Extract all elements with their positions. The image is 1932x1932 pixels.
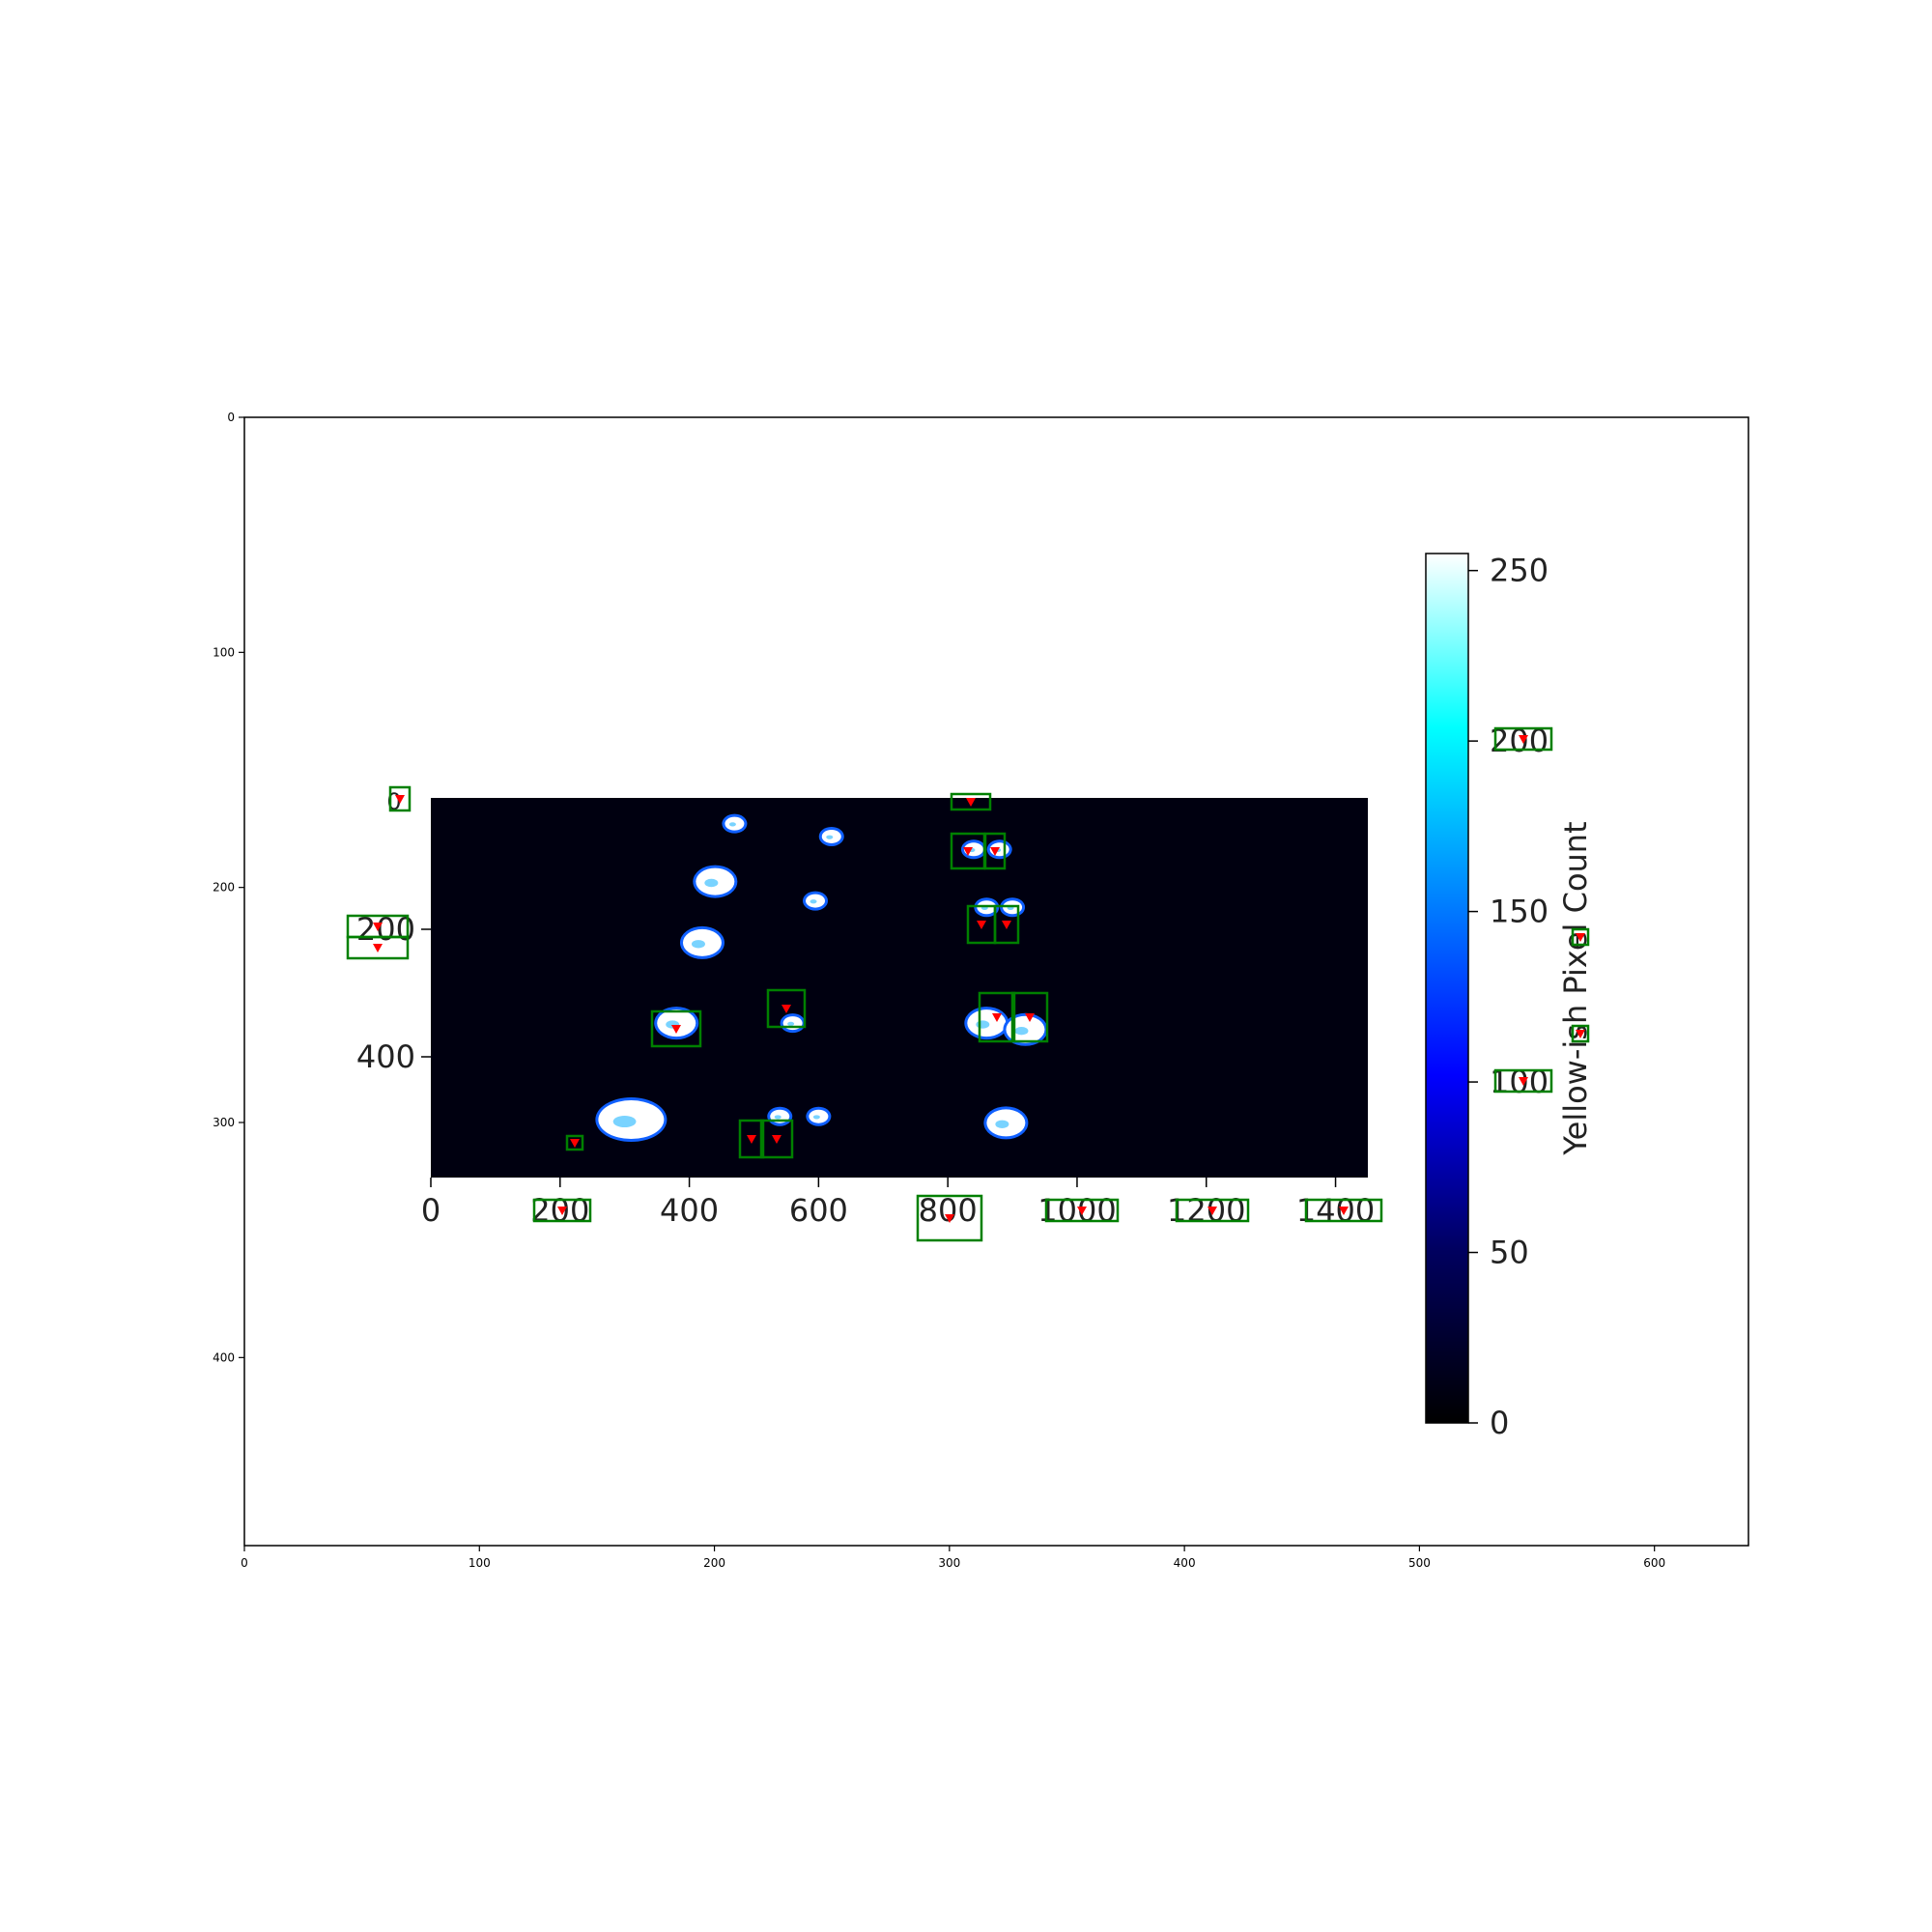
- outer-x-tick-label: 100: [469, 1556, 491, 1570]
- annotation-box: [1493, 726, 1553, 752]
- annotation-box: [1010, 991, 1049, 1043]
- annotation-box: [1571, 927, 1590, 947]
- inner-x-tick-label: 600: [789, 1192, 848, 1229]
- blob-core: [691, 940, 705, 949]
- annotation-box: [1044, 1198, 1120, 1223]
- annotation-box: [993, 904, 1020, 945]
- annotation-box: [1175, 1198, 1250, 1223]
- annotation-marker: [1002, 921, 1011, 929]
- blob-core: [612, 1116, 637, 1128]
- annotation-marker: [570, 1139, 580, 1148]
- inner-heatmap-image: [431, 798, 1368, 1178]
- annotation-marker: [557, 1207, 567, 1215]
- annotation-marker: [992, 1013, 1002, 1022]
- colorbar: [1425, 553, 1469, 1424]
- annotation-box: [1571, 1024, 1590, 1043]
- outer-x-tick-label: 600: [1643, 1556, 1665, 1570]
- colorbar-tick-label: 250: [1490, 553, 1548, 589]
- outer-x-tick-label: 0: [241, 1556, 248, 1570]
- annotation-marker: [781, 1005, 791, 1013]
- annotation-marker: [990, 847, 1000, 856]
- annotation-box: [738, 1119, 765, 1159]
- annotation-marker: [977, 921, 986, 929]
- annotation-marker: [945, 1214, 954, 1223]
- annotation-box: [1493, 1068, 1553, 1094]
- outer-y-tick-label: 200: [213, 881, 235, 895]
- blob-core: [728, 822, 736, 827]
- blob-core: [810, 899, 817, 904]
- annotation-marker: [963, 847, 973, 856]
- inner-y-tick-label: 200: [356, 911, 415, 948]
- annotation-box: [983, 832, 1007, 870]
- annotation-marker: [1519, 735, 1528, 744]
- annotation-marker: [1025, 1013, 1035, 1022]
- inner-x-tick-label: 1400: [1296, 1192, 1375, 1229]
- blob-core: [787, 1021, 795, 1026]
- annotation-marker: [1576, 1030, 1585, 1038]
- outer-y-tick-label: 400: [213, 1350, 235, 1364]
- colorbar-tick-label: 0: [1490, 1405, 1509, 1441]
- inner-x-tick-label: 1200: [1167, 1192, 1245, 1229]
- annotation-box: [388, 785, 412, 812]
- colorbar-tick-label: 150: [1490, 894, 1548, 930]
- colorbar-tick-label: 50: [1490, 1235, 1529, 1271]
- annotation-box: [766, 988, 807, 1029]
- outer-x-tick-label: 400: [1174, 1556, 1196, 1570]
- annotation-marker: [1077, 1207, 1087, 1215]
- inner-x-tick-label: 400: [660, 1192, 719, 1229]
- inner-x-ticks: 0 200 400 600 800 1000 1200 1400: [421, 1178, 1375, 1229]
- outer-x-tick-label: 200: [703, 1556, 725, 1570]
- outer-x-ticks: 0 100 200 300 400 500 600: [241, 1546, 1665, 1570]
- blob-core: [1014, 1026, 1029, 1036]
- blob-core: [812, 1115, 820, 1120]
- annotation-marker: [373, 944, 383, 952]
- blob-core: [976, 1020, 990, 1029]
- blob-core: [774, 1115, 781, 1120]
- outer-y-tick-label: 0: [227, 411, 235, 424]
- blob-core: [995, 1120, 1009, 1128]
- inner-x-tick-label: 800: [919, 1192, 978, 1229]
- annotation-marker: [671, 1025, 681, 1034]
- annotation-marker: [1208, 1207, 1217, 1215]
- annotation-marker: [395, 795, 405, 804]
- annotation-box: [346, 935, 410, 960]
- inner-x-tick-label: 1000: [1037, 1192, 1116, 1229]
- outer-x-tick-label: 300: [938, 1556, 960, 1570]
- annotation-marker: [772, 1135, 781, 1144]
- annotation-marker: [747, 1135, 756, 1144]
- annotation-box: [1304, 1198, 1383, 1223]
- annotation-box: [532, 1198, 592, 1223]
- outer-y-ticks: 0 100 200 300 400: [213, 411, 244, 1364]
- annotation-box: [950, 792, 992, 811]
- outer-x-tick-label: 500: [1408, 1556, 1431, 1570]
- annotation-marker: [966, 798, 976, 807]
- annotation-boxes: [346, 726, 1590, 1242]
- annotation-box: [650, 1009, 702, 1048]
- annotation-marker: [1576, 933, 1585, 942]
- inner-x-tick-label: 0: [421, 1192, 440, 1229]
- annotation-box: [759, 1119, 794, 1159]
- annotation-marker: [1339, 1207, 1349, 1215]
- outer-y-tick-label: 300: [213, 1116, 235, 1129]
- annotation-marker: [1519, 1077, 1528, 1086]
- colorbar-label: Yellow-ish Pixel Count: [1557, 821, 1594, 1155]
- annotation-box: [978, 991, 1016, 1043]
- annotation-box: [565, 1134, 584, 1151]
- annotation-box: [916, 1194, 983, 1242]
- blob-core: [826, 835, 834, 839]
- blob-core: [704, 878, 719, 888]
- outer-y-tick-label: 100: [213, 645, 235, 659]
- inner-y-tick-label: 400: [356, 1038, 415, 1075]
- annotation-marker: [373, 923, 383, 931]
